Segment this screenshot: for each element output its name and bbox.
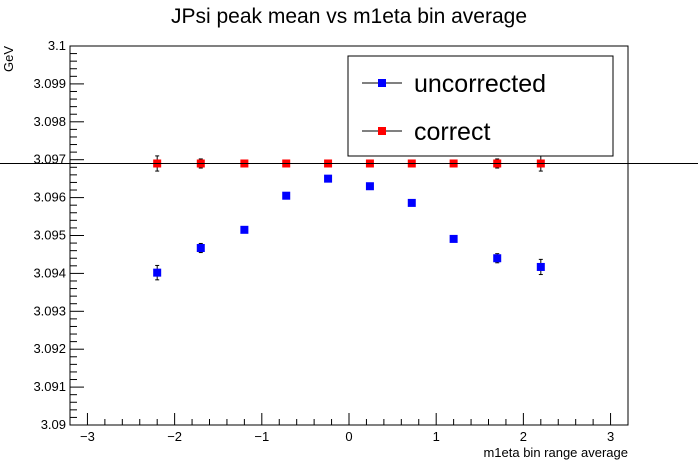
series-uncorrected — [153, 174, 545, 281]
y-tick-label: 3.094 — [33, 265, 66, 280]
x-tick-label: −2 — [167, 429, 182, 444]
data-point — [493, 254, 502, 263]
y-tick-label: 3.098 — [33, 114, 66, 129]
y-tick-label: 3.097 — [33, 152, 66, 167]
x-tick-label: −3 — [80, 429, 95, 444]
x-axis-title: m1eta bin range average — [483, 445, 628, 460]
y-tick-label: 3.09 — [41, 417, 66, 432]
y-tick-label: 3.093 — [33, 303, 66, 318]
legend-marker — [378, 79, 386, 87]
x-axis: −3 −2 −1 0 1 2 3 — [69, 413, 629, 444]
data-point — [153, 268, 162, 277]
data-point — [196, 244, 205, 253]
legend-label: uncorrected — [414, 70, 546, 98]
data-point — [282, 191, 291, 200]
y-tick-label: 3.095 — [33, 228, 66, 243]
data-point — [240, 225, 249, 234]
y-axis: 3.09 3.091 3.092 3.093 3.094 3.095 3.096 3.097 3… — [33, 38, 84, 432]
x-tick-label: 2 — [520, 429, 527, 444]
data-point — [449, 234, 458, 243]
x-tick-label: 1 — [433, 429, 440, 444]
x-tick-label: 3 — [607, 429, 614, 444]
y-tick-label: 3.1 — [48, 38, 66, 53]
y-tick-label: 3.091 — [33, 379, 66, 394]
data-point — [407, 198, 416, 207]
legend-marker — [378, 127, 386, 135]
data-point — [365, 182, 374, 191]
x-tick-label: −1 — [254, 429, 269, 444]
y-axis-title: GeV — [1, 46, 16, 72]
data-point — [324, 174, 333, 183]
data-point — [536, 262, 545, 271]
y-tick-label: 3.092 — [33, 341, 66, 356]
legend-label: correct — [414, 118, 490, 146]
legend-box — [347, 55, 614, 157]
legend: uncorrected correct — [347, 55, 614, 157]
x-tick-label: 0 — [345, 429, 352, 444]
chart-title: JPsi peak mean vs m1eta bin average — [171, 5, 527, 28]
y-tick-label: 3.096 — [33, 190, 66, 205]
y-tick-label: 3.099 — [33, 76, 66, 91]
